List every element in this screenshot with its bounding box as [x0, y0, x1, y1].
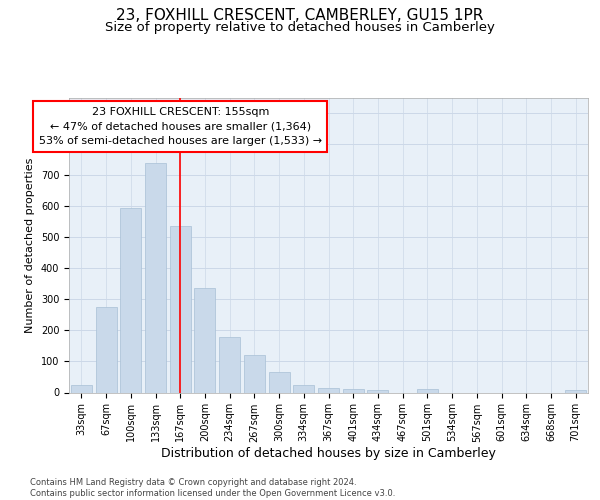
Bar: [95, 307, 116, 392]
Bar: [120, 208, 141, 392]
Bar: [343, 390, 364, 392]
Bar: [219, 337, 240, 392]
Text: Size of property relative to detached houses in Camberley: Size of property relative to detached ho…: [105, 21, 495, 34]
Bar: [244, 355, 265, 393]
Bar: [367, 390, 388, 392]
Bar: [565, 390, 586, 392]
Bar: [71, 384, 92, 392]
Bar: [269, 372, 290, 392]
Text: 23, FOXHILL CRESCENT, CAMBERLEY, GU15 1PR: 23, FOXHILL CRESCENT, CAMBERLEY, GU15 1P…: [116, 8, 484, 22]
Bar: [194, 288, 215, 393]
Text: Contains HM Land Registry data © Crown copyright and database right 2024.
Contai: Contains HM Land Registry data © Crown c…: [30, 478, 395, 498]
Y-axis label: Number of detached properties: Number of detached properties: [25, 158, 35, 332]
Bar: [170, 226, 191, 392]
Bar: [318, 388, 339, 392]
Bar: [145, 162, 166, 392]
Text: 23 FOXHILL CRESCENT: 155sqm
← 47% of detached houses are smaller (1,364)
53% of : 23 FOXHILL CRESCENT: 155sqm ← 47% of det…: [38, 107, 322, 146]
Bar: [417, 389, 438, 392]
X-axis label: Distribution of detached houses by size in Camberley: Distribution of detached houses by size …: [161, 447, 496, 460]
Bar: [293, 384, 314, 392]
